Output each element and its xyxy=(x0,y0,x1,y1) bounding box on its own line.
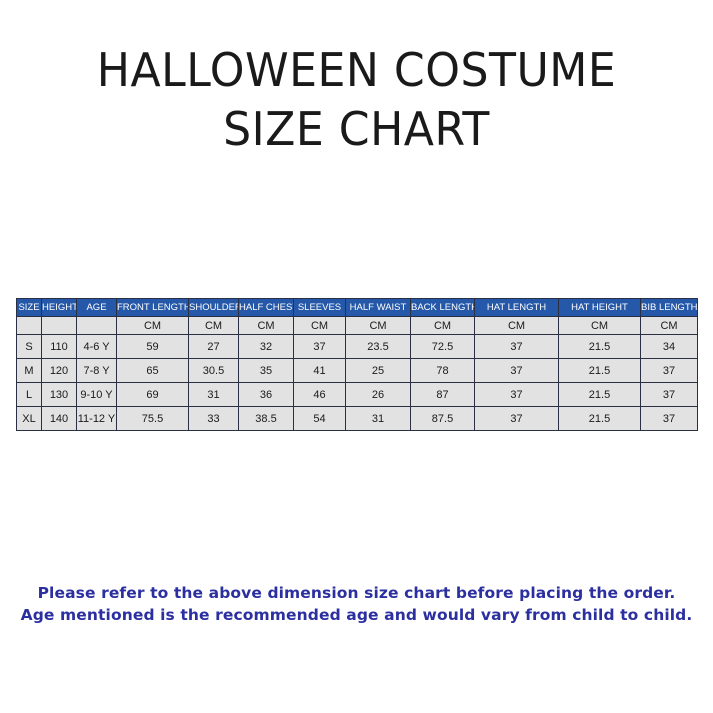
table-cell: 37 xyxy=(474,406,559,431)
table-cell: 26 xyxy=(345,382,411,407)
table-cell: 9-10 Y xyxy=(76,382,117,407)
table-cell: 31 xyxy=(188,382,239,407)
table-cell: 37 xyxy=(474,334,559,359)
column-header: HALF CHEST xyxy=(238,298,294,317)
column-header: SLEEVES xyxy=(293,298,346,317)
unit-cell: CM xyxy=(640,316,698,335)
column-header: HAT HEIGHT xyxy=(558,298,641,317)
table-cell: 37 xyxy=(474,382,559,407)
table-cell: 35 xyxy=(238,358,294,383)
table-cell: 25 xyxy=(345,358,411,383)
table-cell: 54 xyxy=(293,406,346,431)
table-cell: 23.5 xyxy=(345,334,411,359)
size-chart-table: SIZE HEIGHT AGE FRONT LENGTH SHOULDER HALF CH… xyxy=(16,298,698,431)
column-header: HAT LENGTH xyxy=(474,298,559,317)
table-row: M 120 7-8 Y 65 30.5 35 41 25 78 37 21.5 37 xyxy=(16,358,698,383)
note-line-1: Please refer to the above dimension size… xyxy=(37,584,676,602)
table-cell: 7-8 Y xyxy=(76,358,117,383)
unit-cell: CM xyxy=(238,316,294,335)
unit-cell: CM xyxy=(116,316,189,335)
column-header: BIB LENGTH xyxy=(640,298,698,317)
table-row: XL 140 11-12 Y 75.5 33 38.5 54 31 87.5 37 21.5 37 xyxy=(16,406,698,431)
note-line-2: Age mentioned is the recommended age and… xyxy=(20,606,693,624)
table-row: L 130 9-10 Y 69 31 36 46 26 87 37 21.5 37 xyxy=(16,382,698,407)
table-cell: 75.5 xyxy=(116,406,189,431)
column-header: HALF WAIST xyxy=(345,298,411,317)
column-header: SHOULDER xyxy=(188,298,239,317)
unit-cell: CM xyxy=(188,316,239,335)
table-cell: 59 xyxy=(116,334,189,359)
table-cell: 21.5 xyxy=(558,358,641,383)
table-cell: M xyxy=(16,358,42,383)
table-cell: 65 xyxy=(116,358,189,383)
table-cell: 41 xyxy=(293,358,346,383)
table-cell: 31 xyxy=(345,406,411,431)
table-cell: 87 xyxy=(410,382,475,407)
table-cell: 130 xyxy=(41,382,77,407)
table-cell: 140 xyxy=(41,406,77,431)
table-cell: 34 xyxy=(640,334,698,359)
table-cell: 27 xyxy=(188,334,239,359)
table-cell: 72.5 xyxy=(410,334,475,359)
unit-cell: CM xyxy=(345,316,411,335)
column-header: SIZE xyxy=(16,298,42,317)
column-header: BACK LENGTH xyxy=(410,298,475,317)
header-row: SIZE HEIGHT AGE FRONT LENGTH SHOULDER HALF CH… xyxy=(16,298,698,317)
table-cell: 37 xyxy=(640,358,698,383)
table-cell: 87.5 xyxy=(410,406,475,431)
table-row: S 110 4-6 Y 59 27 32 37 23.5 72.5 37 21.5 34 xyxy=(16,334,698,359)
table-cell: S xyxy=(16,334,42,359)
table-cell: 21.5 xyxy=(558,334,641,359)
table-cell: 21.5 xyxy=(558,406,641,431)
unit-cell: CM xyxy=(558,316,641,335)
unit-cell: CM xyxy=(474,316,559,335)
title-line-2: SIZE CHART xyxy=(223,102,490,156)
table-cell: 37 xyxy=(640,382,698,407)
table-cell: 120 xyxy=(41,358,77,383)
table-cell: 37 xyxy=(293,334,346,359)
table-cell: 78 xyxy=(410,358,475,383)
table-cell: 32 xyxy=(238,334,294,359)
unit-cell: CM xyxy=(410,316,475,335)
table-cell: 21.5 xyxy=(558,382,641,407)
table-cell: 46 xyxy=(293,382,346,407)
column-header: FRONT LENGTH xyxy=(116,298,189,317)
table-cell: 69 xyxy=(116,382,189,407)
table-cell: 110 xyxy=(41,334,77,359)
unit-cell: CM xyxy=(293,316,346,335)
table-cell: 11-12 Y xyxy=(76,406,117,431)
title-line-1: HALLOWEEN COSTUME xyxy=(96,43,617,97)
table-cell: 37 xyxy=(640,406,698,431)
unit-cell xyxy=(76,316,117,335)
table-cell: XL xyxy=(16,406,42,431)
table-cell: 30.5 xyxy=(188,358,239,383)
unit-cell xyxy=(16,316,42,335)
column-header: HEIGHT xyxy=(41,298,77,317)
table-cell: 36 xyxy=(238,382,294,407)
column-header: AGE xyxy=(76,298,117,317)
table-cell: 37 xyxy=(474,358,559,383)
table-cell: L xyxy=(16,382,42,407)
unit-cell xyxy=(41,316,77,335)
table-cell: 4-6 Y xyxy=(76,334,117,359)
unit-row: CM CM CM CM CM CM CM CM CM xyxy=(16,316,698,335)
table-cell: 38.5 xyxy=(238,406,294,431)
table-cell: 33 xyxy=(188,406,239,431)
